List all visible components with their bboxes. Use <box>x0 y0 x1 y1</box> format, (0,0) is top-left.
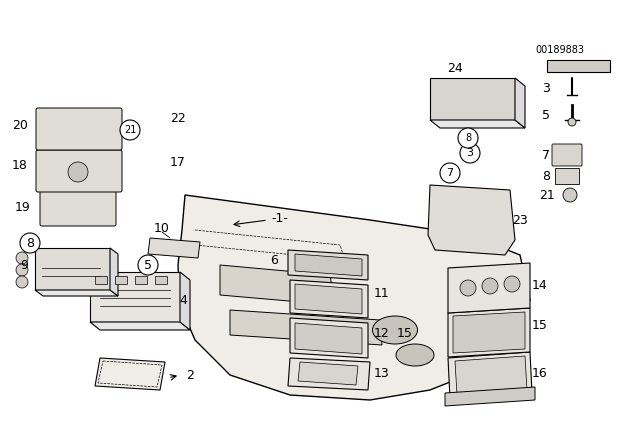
Text: 15: 15 <box>532 319 548 332</box>
Polygon shape <box>95 358 165 390</box>
Text: 7: 7 <box>542 148 550 161</box>
Polygon shape <box>90 322 190 330</box>
Polygon shape <box>110 248 118 296</box>
Polygon shape <box>515 78 525 128</box>
Polygon shape <box>430 120 525 128</box>
Polygon shape <box>35 290 118 296</box>
Text: 5: 5 <box>542 108 550 121</box>
Circle shape <box>460 280 476 296</box>
Polygon shape <box>453 312 525 353</box>
Text: 20: 20 <box>12 119 28 132</box>
Circle shape <box>563 188 577 202</box>
Polygon shape <box>220 265 335 305</box>
FancyBboxPatch shape <box>552 144 582 166</box>
Text: 17: 17 <box>170 155 186 168</box>
FancyBboxPatch shape <box>36 150 122 192</box>
Bar <box>155 276 167 284</box>
Circle shape <box>16 264 28 276</box>
FancyBboxPatch shape <box>36 108 122 150</box>
Polygon shape <box>430 78 515 120</box>
Polygon shape <box>298 362 358 385</box>
Text: 8: 8 <box>26 237 34 250</box>
Text: 7: 7 <box>447 168 454 178</box>
Polygon shape <box>230 310 382 345</box>
Bar <box>555 168 579 184</box>
Text: 12: 12 <box>374 327 390 340</box>
Polygon shape <box>448 352 532 399</box>
Text: 24: 24 <box>447 61 463 74</box>
Polygon shape <box>445 387 535 406</box>
Text: -1-: -1- <box>271 211 289 224</box>
Circle shape <box>440 163 460 183</box>
Ellipse shape <box>396 344 434 366</box>
Circle shape <box>458 128 478 148</box>
Text: 14: 14 <box>532 279 548 292</box>
Polygon shape <box>148 238 200 258</box>
Polygon shape <box>35 248 110 290</box>
Text: 3: 3 <box>467 148 474 158</box>
Ellipse shape <box>372 316 417 344</box>
Polygon shape <box>288 358 370 390</box>
Polygon shape <box>288 250 368 280</box>
Text: 2: 2 <box>186 369 194 382</box>
Polygon shape <box>178 195 530 400</box>
Polygon shape <box>290 318 368 358</box>
Polygon shape <box>455 356 527 395</box>
Text: 23: 23 <box>512 214 528 227</box>
Circle shape <box>16 276 28 288</box>
Polygon shape <box>295 323 362 354</box>
Text: 8: 8 <box>465 133 471 143</box>
Circle shape <box>68 162 88 182</box>
Text: 22: 22 <box>170 112 186 125</box>
Circle shape <box>16 252 28 264</box>
Circle shape <box>460 143 480 163</box>
Bar <box>115 276 127 284</box>
Circle shape <box>504 276 520 292</box>
Circle shape <box>568 118 576 126</box>
Text: 21: 21 <box>540 189 555 202</box>
Text: 9: 9 <box>20 258 28 271</box>
Text: 21: 21 <box>124 125 136 135</box>
Circle shape <box>120 120 140 140</box>
Polygon shape <box>180 272 190 330</box>
Bar <box>135 276 147 284</box>
Text: 00189883: 00189883 <box>536 45 584 55</box>
Text: 11: 11 <box>374 287 390 300</box>
FancyBboxPatch shape <box>40 190 116 226</box>
Polygon shape <box>448 308 530 357</box>
Text: 3: 3 <box>542 82 550 95</box>
Polygon shape <box>90 272 180 322</box>
Polygon shape <box>295 254 362 276</box>
Circle shape <box>20 233 40 253</box>
Bar <box>95 276 107 284</box>
Text: 16: 16 <box>532 366 548 379</box>
Polygon shape <box>428 185 515 255</box>
Text: 15: 15 <box>397 327 413 340</box>
Text: 5: 5 <box>144 258 152 271</box>
Polygon shape <box>290 280 368 318</box>
Text: 4: 4 <box>179 293 187 306</box>
Text: 10: 10 <box>154 221 170 234</box>
Text: 18: 18 <box>12 159 28 172</box>
Text: 13: 13 <box>374 366 390 379</box>
Text: 19: 19 <box>14 201 30 214</box>
Polygon shape <box>295 284 362 314</box>
Text: 6: 6 <box>270 254 278 267</box>
Polygon shape <box>448 263 530 313</box>
Circle shape <box>138 255 158 275</box>
Circle shape <box>482 278 498 294</box>
Polygon shape <box>547 60 610 72</box>
Text: 8: 8 <box>542 169 550 182</box>
